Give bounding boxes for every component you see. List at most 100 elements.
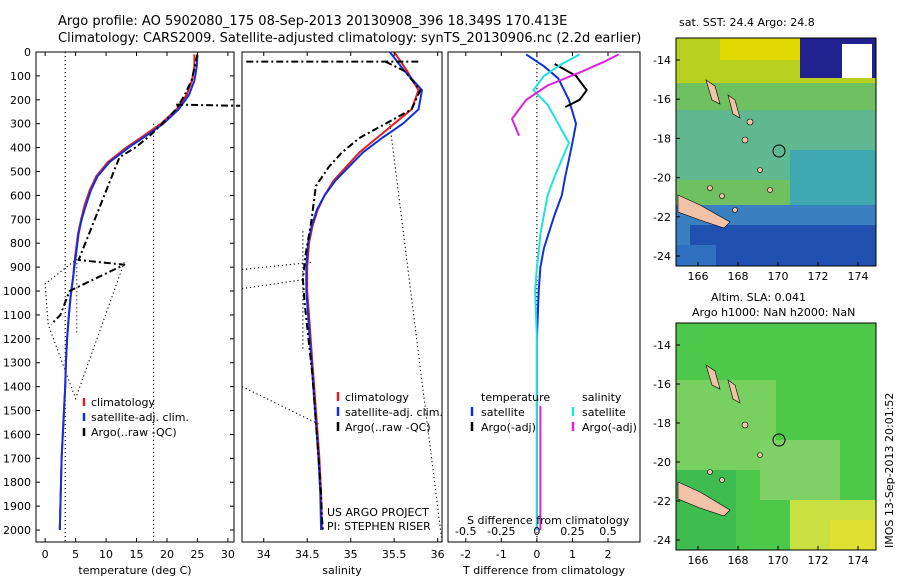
argo-float-marker — [772, 433, 786, 447]
reference-dotted-line — [241, 386, 321, 426]
plot-area — [241, 51, 443, 543]
map-x-tick-label: 172 — [808, 554, 829, 567]
y-tick-label: 500 — [10, 166, 31, 179]
imos-credit: IMOS 13-Sep-2013 20:01:52 — [883, 393, 896, 548]
y-tick-label: 400 — [10, 142, 31, 155]
y-tick-label: 600 — [10, 189, 31, 202]
map-x-tick-label: 168 — [728, 270, 749, 283]
sla-map-axes: -14 -16 -18 -20 -22 -24 166 168 170 172 174 — [653, 339, 868, 567]
x2-tick-label: 0.25 — [560, 525, 585, 538]
y-tick-label: 1800 — [3, 476, 31, 489]
y-tick-label: 1200 — [3, 333, 31, 346]
x-axis-label: salinity — [322, 564, 362, 577]
map-x-tick-label: 166 — [688, 554, 709, 567]
x-tick-label: 36 — [431, 548, 445, 561]
map-y-tick-label: -22 — [653, 211, 671, 224]
y-tick-label: 1100 — [3, 309, 31, 322]
legend-label-satellite: satellite-adj. clim. — [91, 411, 189, 424]
difference-legend: temperature salinity satellite Argo(-adj… — [467, 391, 637, 527]
sst-map-axes: -14 -16 -18 -20 -22 -24 166 168 170 172 174 — [653, 54, 868, 283]
map-x-tick-label: 170 — [768, 270, 789, 283]
s-difference-label: S difference from climatology — [467, 514, 630, 527]
legend-label-satellite-s: satellite — [582, 406, 626, 419]
y-tick-label: 900 — [10, 261, 31, 274]
legend-heading-temperature: temperature — [481, 391, 550, 404]
series-line-argo-raw-qc- — [301, 60, 422, 531]
map-y-tick-label: -20 — [653, 172, 671, 185]
series-line-satellite-adj-clim- — [58, 54, 199, 531]
y-tick-label: 2000 — [3, 524, 31, 537]
x-axis-label: temperature (deg C) — [78, 564, 191, 577]
y-tick-label: 200 — [10, 94, 31, 107]
x-tick-label: 0 — [42, 548, 49, 561]
map-y-tick-label: -16 — [653, 93, 671, 106]
header-line2: Climatology: CARS2009. Satellite-adjuste… — [58, 31, 641, 46]
legend-label-argo-t: Argo(-adj) — [481, 421, 536, 434]
x2-tick-label: 0 — [533, 525, 540, 538]
sla-map: Altim. SLA: 0.041 Argo h1000: NaN h2000:… — [653, 291, 877, 567]
y-tick-label: 0 — [24, 46, 31, 59]
x2-tick-label: 0.5 — [599, 525, 617, 538]
x-tick-label: 35.5 — [382, 548, 407, 561]
map-y-tick-label: -24 — [653, 250, 671, 263]
x2-tick-label: -0.5 — [455, 525, 476, 538]
sst-map-title: sat. SST: 24.4 Argo: 24.8 — [679, 16, 815, 29]
temperature-legend: climatology satellite-adj. clim. Argo(..… — [82, 396, 189, 439]
series-line-reject-upper — [176, 103, 241, 107]
series-line-argo-s — [511, 53, 620, 137]
map-y-tick-label: -14 — [653, 54, 671, 67]
map-y-tick-label: -22 — [653, 495, 671, 508]
x-tick-label: 30 — [221, 548, 235, 561]
temperature-panel: 0100200300400500600700800900100011001200… — [3, 46, 241, 577]
salinity-legend: climatology satellite-adj. clim. Argo(..… — [327, 391, 443, 533]
y-tick-label: 100 — [10, 70, 31, 83]
map-y-tick-label: -18 — [653, 417, 671, 430]
map-y-tick-label: -20 — [653, 456, 671, 469]
series-line-argo-t — [554, 63, 588, 108]
argo-float-marker — [772, 144, 786, 158]
header-line1: Argo profile: AO 5902080_175 08-Sep-2013… — [58, 14, 567, 29]
legend-label-climatology: climatology — [345, 391, 409, 404]
legend-label-argo: Argo(..raw -QC) — [345, 421, 431, 434]
y-tick-label: 1400 — [3, 381, 31, 394]
x-tick-label: -2 — [460, 548, 471, 561]
y-tick-label: 1500 — [3, 405, 31, 418]
x-tick-label: 25 — [190, 548, 204, 561]
series-line-satellite-s — [532, 53, 581, 530]
reference-dotted-line — [241, 278, 308, 290]
map-y-tick-label: -18 — [653, 132, 671, 145]
sla-map-title2: Argo h1000: NaN h2000: NaN — [692, 306, 855, 319]
legend-label-argo: Argo(..raw -QC) — [91, 426, 177, 439]
x-tick-label: 5 — [72, 548, 79, 561]
sst-map: sat. SST: 24.4 Argo: 24.8 -14-16- — [653, 16, 877, 283]
x-tick-label: 10 — [99, 548, 113, 561]
map-y-tick-label: -24 — [653, 534, 671, 547]
x-tick-label: -1 — [496, 548, 507, 561]
map-x-tick-label: 174 — [848, 554, 869, 567]
map-y-tick-label: -14 — [653, 339, 671, 352]
x-tick-label: 34.5 — [295, 548, 320, 561]
y-tick-label: 1600 — [3, 428, 31, 441]
pi-annotation: PI: STEPHEN RISER — [327, 520, 431, 533]
x-tick-label: 35 — [344, 548, 358, 561]
x2-tick-label: -0.25 — [487, 525, 515, 538]
salinity-panel: 34 34.5 35 35.5 36 salinity — [241, 51, 445, 577]
map-x-tick-label: 174 — [848, 270, 869, 283]
legend-label-climatology: climatology — [91, 396, 155, 409]
y-tick-label: 1300 — [3, 357, 31, 370]
legend-label-argo-s: Argo(-adj) — [582, 421, 637, 434]
x-axis-label: T difference from climatology — [462, 564, 625, 577]
sla-map-title1: Altim. SLA: 0.041 — [711, 291, 806, 304]
x-tick-label: 34 — [257, 548, 271, 561]
y-tick-label: 800 — [10, 237, 31, 250]
difference-panel: -2 -1 0 1 2 -0.5 -0.25 0 0.25 0.5 T difference fro… — [447, 51, 641, 577]
y-tick-label: 1000 — [3, 285, 31, 298]
x-tick-label: 0 — [533, 548, 540, 561]
x-tick-label: 1 — [569, 548, 576, 561]
y-tick-label: 300 — [10, 118, 31, 131]
map-x-tick-label: 166 — [688, 270, 709, 283]
x-tick-label: 2 — [605, 548, 612, 561]
project-annotation: US ARGO PROJECT — [327, 506, 429, 519]
legend-label-satellite: satellite-adj. clim. — [345, 406, 443, 419]
